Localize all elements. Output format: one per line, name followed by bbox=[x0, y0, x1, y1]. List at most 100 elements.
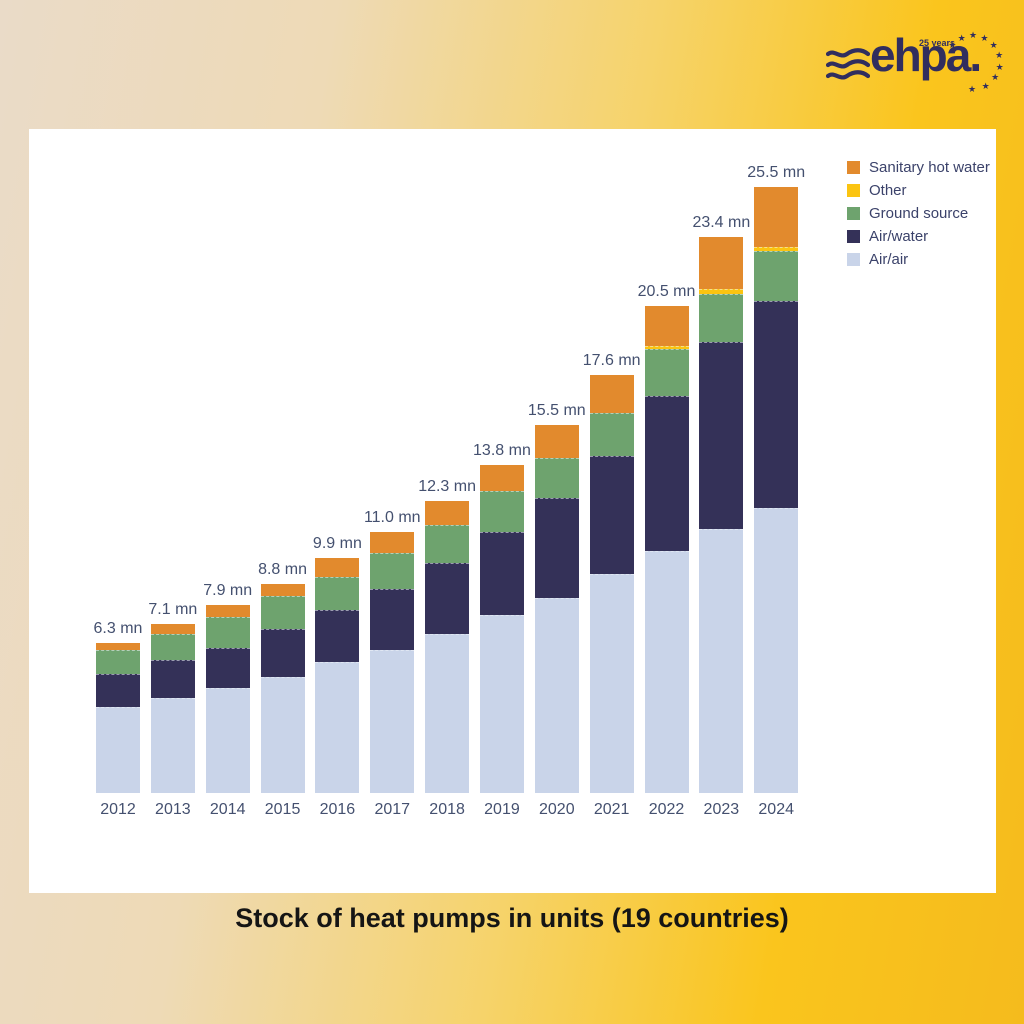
segment-air-air bbox=[96, 707, 140, 793]
segment-ground-source bbox=[479, 491, 524, 532]
segment-ground-source bbox=[644, 348, 689, 397]
segment-air-water bbox=[479, 531, 524, 615]
segment-air-air bbox=[644, 550, 689, 793]
segment-sanitary-hot-water bbox=[425, 500, 470, 525]
logo-brand-text: ehpa. bbox=[870, 29, 982, 81]
stacked-bar-2022 bbox=[644, 305, 689, 793]
segment-air-air bbox=[370, 650, 415, 793]
logo-tagline-text: 25 years bbox=[919, 38, 956, 48]
star-icon: ★ bbox=[995, 50, 1004, 60]
segment-air-water bbox=[644, 396, 689, 551]
bar-total-label: 8.8 mn bbox=[258, 560, 307, 578]
segment-sanitary-hot-water bbox=[205, 605, 250, 618]
legend-item-air-water: Air/water bbox=[847, 225, 990, 248]
bar-total-label: 15.5 mn bbox=[527, 401, 586, 419]
segment-air-water bbox=[425, 562, 470, 634]
bar-total-label: 6.3 mn bbox=[93, 620, 143, 638]
segment-ground-source bbox=[315, 576, 360, 611]
stacked-bar-2013 bbox=[150, 624, 195, 793]
x-axis-tick-label: 2019 bbox=[484, 801, 520, 818]
segment-ground-source bbox=[534, 458, 579, 499]
segment-sanitary-hot-water bbox=[479, 465, 524, 492]
segment-ground-source bbox=[260, 595, 305, 630]
segment-air-water bbox=[150, 659, 195, 698]
segment-sanitary-hot-water bbox=[699, 237, 744, 290]
ehpa-logo: ehpa. 25 years ★ ★ ★ ★ ★ ★ ★ ★ ★ ★ bbox=[824, 26, 1014, 98]
segment-air-water bbox=[96, 674, 140, 708]
segment-air-water bbox=[534, 498, 579, 599]
x-axis-tick-label: 2012 bbox=[100, 801, 136, 818]
stacked-bar-2017 bbox=[370, 531, 415, 793]
legend-swatch bbox=[847, 184, 860, 197]
stacked-bar-2020 bbox=[534, 424, 579, 793]
segment-sanitary-hot-water bbox=[96, 643, 140, 651]
segment-ground-source bbox=[370, 553, 415, 589]
x-axis-tick-label: 2023 bbox=[703, 801, 740, 818]
segment-ground-source bbox=[425, 524, 470, 563]
star-icon: ★ bbox=[969, 30, 978, 40]
legend-swatch bbox=[847, 161, 860, 174]
stacked-bar-2016 bbox=[315, 557, 360, 793]
segment-air-water bbox=[699, 341, 744, 530]
stacked-bar-2014 bbox=[205, 605, 250, 793]
star-icon: ★ bbox=[995, 61, 1004, 72]
legend-label: Ground source bbox=[869, 205, 969, 222]
x-axis-tick-label: 2024 bbox=[758, 801, 794, 818]
legend-label: Air/water bbox=[869, 228, 929, 245]
x-axis-tick-label: 2016 bbox=[319, 801, 356, 818]
legend-swatch bbox=[847, 253, 860, 266]
star-icon: ★ bbox=[948, 39, 957, 50]
x-axis-tick-label: 2015 bbox=[264, 801, 301, 818]
bar-total-label: 17.6 mn bbox=[582, 351, 641, 369]
bar-total-label: 9.9 mn bbox=[312, 534, 362, 552]
chart-title: Stock of heat pumps in units (19 countri… bbox=[235, 903, 789, 933]
segment-air-air bbox=[425, 633, 470, 793]
legend-swatch bbox=[847, 230, 860, 243]
star-icon: ★ bbox=[981, 80, 990, 91]
star-icon: ★ bbox=[991, 72, 1000, 83]
bar-total-label: 12.3 mn bbox=[418, 477, 476, 495]
legend-item-sanitary-hot-water: Sanitary hot water bbox=[847, 156, 990, 179]
legend-item-air-air: Air/air bbox=[847, 248, 990, 271]
chart-card: 6.3 mn 2012 7.1 mn 2013 7.9 mn 2014 8.8 mn 2015… bbox=[29, 129, 996, 893]
segment-sanitary-hot-water bbox=[260, 583, 305, 596]
segment-sanitary-hot-water bbox=[315, 557, 360, 577]
stacked-bar-2021 bbox=[589, 374, 634, 793]
legend-label: Sanitary hot water bbox=[869, 159, 990, 176]
bar-total-label: 25.5 mn bbox=[747, 164, 806, 182]
segment-air-air bbox=[534, 598, 579, 793]
chart-legend: Sanitary hot water Other Ground source Air/… bbox=[847, 156, 990, 271]
segment-air-air bbox=[479, 614, 524, 793]
legend-swatch bbox=[847, 207, 860, 220]
x-axis-tick-label: 2014 bbox=[209, 801, 246, 818]
star-icon: ★ bbox=[989, 39, 998, 50]
star-icon: ★ bbox=[968, 83, 977, 94]
bar-total-label: 11.0 mn bbox=[363, 508, 421, 526]
segment-air-water bbox=[315, 610, 360, 663]
waves-icon bbox=[826, 48, 870, 80]
stacked-bar-2024 bbox=[754, 187, 799, 793]
legend-item-ground-source: Ground source bbox=[847, 202, 990, 225]
star-icon: ★ bbox=[980, 32, 989, 43]
segment-air-water bbox=[205, 648, 250, 689]
bar-total-label: 13.8 mn bbox=[473, 442, 531, 460]
segment-air-air bbox=[260, 676, 305, 793]
segment-ground-source bbox=[699, 294, 744, 342]
stacked-bar-2019 bbox=[479, 465, 524, 793]
x-axis-tick-label: 2020 bbox=[539, 801, 575, 818]
segment-air-air bbox=[150, 697, 195, 793]
stacked-bar-chart: 6.3 mn 2012 7.1 mn 2013 7.9 mn 2014 8.8 mn 2015… bbox=[29, 129, 996, 893]
stacked-bar-2023 bbox=[699, 237, 744, 793]
stacked-bar-2018 bbox=[425, 500, 470, 793]
legend-item-other: Other bbox=[847, 179, 990, 202]
segment-other bbox=[699, 289, 744, 295]
segment-ground-source bbox=[150, 633, 195, 660]
segment-air-water bbox=[589, 455, 634, 575]
segment-air-air bbox=[315, 662, 360, 793]
x-axis-tick-label: 2022 bbox=[648, 801, 685, 818]
x-axis-tick-label: 2013 bbox=[155, 801, 191, 818]
segment-sanitary-hot-water bbox=[644, 305, 689, 347]
segment-ground-source bbox=[589, 412, 634, 456]
segment-other bbox=[644, 346, 689, 349]
segment-air-air bbox=[589, 574, 634, 793]
